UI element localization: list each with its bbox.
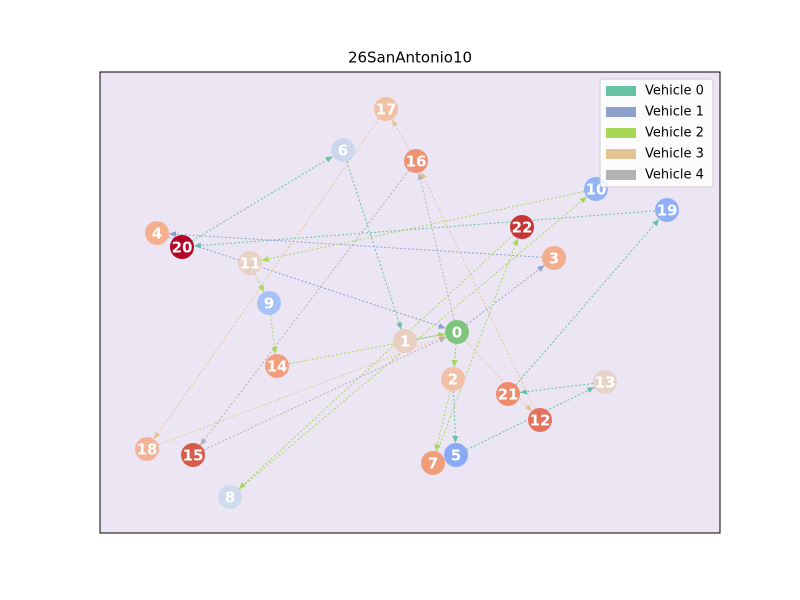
route-edge	[519, 382, 594, 395]
legend-box	[599, 78, 714, 188]
node-label: 11	[240, 255, 261, 273]
node-label: 2	[448, 371, 458, 389]
node	[135, 437, 159, 461]
route-edge	[270, 314, 278, 355]
node-label: 0	[452, 324, 462, 342]
node	[444, 443, 468, 467]
chart-title: 26SanAntonio10	[348, 49, 472, 67]
route-edge	[193, 210, 656, 249]
node	[374, 97, 398, 121]
node-label: 13	[595, 374, 616, 392]
node-label: 14	[267, 358, 288, 376]
node	[404, 149, 428, 173]
legend-label: Vehicle 4	[645, 168, 704, 183]
node	[445, 320, 469, 344]
node-label: 19	[657, 202, 678, 220]
node	[331, 138, 355, 162]
node	[265, 354, 289, 378]
route-edge	[254, 273, 265, 293]
node-label: 18	[137, 441, 158, 459]
node	[441, 367, 465, 391]
node	[238, 251, 262, 275]
node-label: 7	[428, 455, 438, 473]
node-label: 16	[406, 153, 427, 171]
node-label: 5	[451, 447, 461, 465]
node	[218, 485, 242, 509]
route-edge	[452, 390, 459, 444]
node	[145, 221, 169, 245]
route-edge	[464, 340, 533, 412]
node	[257, 291, 281, 315]
route-edge	[153, 118, 380, 440]
route-edge	[199, 170, 410, 446]
node-label: 4	[152, 225, 162, 243]
node-label: 8	[225, 489, 235, 507]
route-edge	[158, 335, 446, 446]
node-label: 22	[512, 219, 533, 237]
node-label: 17	[376, 101, 397, 119]
route-edge	[203, 336, 447, 451]
node	[181, 443, 205, 467]
node	[655, 198, 679, 222]
route-edge	[416, 332, 446, 340]
route-edge	[417, 172, 455, 321]
node	[510, 215, 534, 239]
route-edge	[168, 236, 446, 329]
node	[393, 329, 417, 353]
node	[542, 246, 566, 270]
route-edge	[192, 155, 333, 242]
node	[421, 451, 445, 475]
node	[528, 408, 552, 432]
legend-swatch	[606, 128, 636, 138]
node	[170, 235, 194, 259]
legend-label: Vehicle 3	[645, 147, 704, 162]
route-edge	[515, 218, 660, 386]
legend-label: Vehicle 1	[645, 105, 704, 120]
node-label: 3	[549, 250, 559, 268]
legend-swatch	[606, 170, 636, 180]
legend-label: Vehicle 0	[645, 84, 704, 99]
node	[593, 370, 617, 394]
node-label: 12	[530, 412, 551, 430]
route-edge	[261, 191, 585, 262]
node	[496, 382, 520, 406]
legend-swatch	[606, 107, 636, 117]
node-label: 1	[400, 333, 410, 351]
legend-swatch	[606, 149, 636, 159]
legend-label: Vehicle 2	[645, 126, 704, 141]
route-edge	[346, 161, 402, 330]
node-label: 9	[264, 295, 274, 313]
node-label: 20	[172, 239, 193, 257]
node-label: 15	[183, 447, 204, 465]
node-label: 6	[338, 142, 348, 160]
node-label: 21	[498, 386, 519, 404]
legend-swatch	[606, 86, 636, 96]
route-edge	[466, 264, 545, 326]
route-edge	[288, 332, 446, 365]
